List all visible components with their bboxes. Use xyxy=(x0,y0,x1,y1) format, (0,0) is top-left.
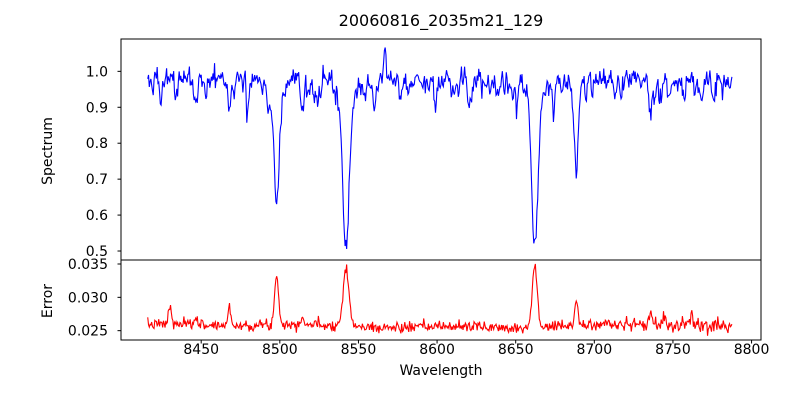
y-tick-label-error: 0.035 xyxy=(68,257,108,273)
chart-title: 20060816_2035m21_129 xyxy=(338,11,544,30)
spectrum-axes-frame xyxy=(120,38,762,261)
x-tick-label: 8500 xyxy=(262,342,298,358)
y-tick-label-error: 0.025 xyxy=(68,324,108,340)
y-tick-label-spectrum: 0.5 xyxy=(86,244,108,260)
spectrum-line xyxy=(147,47,733,250)
x-tick-label: 8800 xyxy=(734,342,770,358)
x-tick-label: 8450 xyxy=(183,342,219,358)
error-line xyxy=(147,263,733,336)
y-tick-label-error: 0.030 xyxy=(68,290,108,306)
error-axes-frame xyxy=(120,260,762,341)
x-axis-label: Wavelength xyxy=(399,363,483,379)
y-tick-label-spectrum: 0.9 xyxy=(86,100,108,116)
x-tick-label: 8650 xyxy=(498,342,534,358)
y-tick-label-spectrum: 0.7 xyxy=(86,172,108,188)
x-tick-label: 8700 xyxy=(576,342,612,358)
x-tick-label: 8550 xyxy=(341,342,377,358)
x-tick-label: 8600 xyxy=(419,342,455,358)
y-tick-label-spectrum: 0.6 xyxy=(86,208,108,224)
x-tick-label: 8750 xyxy=(655,342,691,358)
y-tick-label-spectrum: 1.0 xyxy=(86,64,108,80)
y-tick-label-spectrum: 0.8 xyxy=(86,136,108,152)
